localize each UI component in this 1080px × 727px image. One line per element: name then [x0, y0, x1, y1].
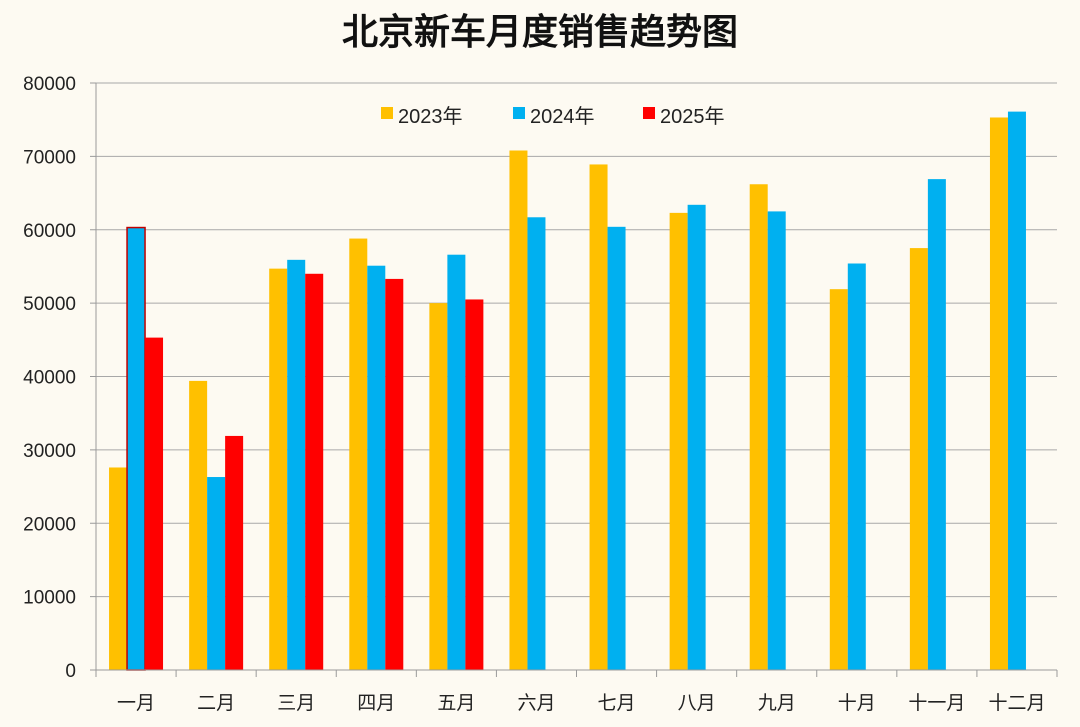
legend: 2023年 2024年 2025年 [381, 105, 725, 128]
bar [1007, 111, 1026, 670]
bar [767, 211, 786, 670]
bar [126, 226, 146, 671]
bar [749, 184, 768, 670]
x-tick-label: 八月 [678, 692, 716, 714]
x-tick-label: 三月 [277, 692, 315, 714]
x-tick-label: 五月 [437, 692, 475, 714]
bar [189, 380, 208, 670]
legend-label: 2024年 [530, 105, 595, 128]
bars [109, 111, 1026, 671]
y-tick-label: 50000 [23, 294, 76, 315]
bar [429, 303, 448, 670]
y-tick-label: 60000 [23, 221, 76, 242]
x-tick-label: 十一月 [908, 692, 965, 714]
bar [989, 117, 1008, 670]
bar [687, 204, 706, 671]
x-tick-label: 二月 [197, 692, 235, 714]
bar [847, 263, 866, 670]
bar [909, 248, 928, 670]
bar [607, 226, 626, 670]
x-tick-label: 十月 [838, 692, 876, 714]
bar [829, 289, 848, 670]
legend-label: 2023年 [398, 105, 463, 128]
y-tick-label: 70000 [23, 147, 76, 168]
bar [509, 150, 528, 670]
x-tick-label: 一月 [117, 692, 155, 714]
x-axis: 一月 二月 三月 四月 五月 六月 七月 八月 九月 十月 十一月 十二月 [95, 669, 1058, 714]
chart-title: 北京新车月度销售趋势图 [342, 11, 738, 53]
x-tick-label: 九月 [758, 692, 796, 714]
bar [305, 273, 324, 670]
bar [109, 467, 128, 670]
x-tick-label: 十二月 [988, 692, 1045, 714]
x-tick-label: 六月 [517, 692, 555, 714]
bar [269, 268, 288, 670]
bar [385, 278, 404, 670]
bar [145, 337, 164, 670]
bar [367, 265, 386, 670]
x-tick-label: 四月 [357, 692, 395, 714]
y-tick-label: 20000 [23, 514, 76, 535]
bar [287, 259, 306, 670]
legend-label: 2025年 [660, 105, 725, 128]
bar [927, 179, 946, 670]
x-tick-label: 七月 [598, 692, 636, 714]
y-tick-label: 40000 [23, 368, 76, 389]
legend-swatch [381, 107, 393, 119]
bar [225, 435, 244, 670]
bar [465, 299, 484, 670]
bar [669, 212, 688, 670]
bar [207, 477, 226, 670]
y-tick-label: 0 [65, 661, 76, 682]
y-tick-label: 80000 [23, 74, 76, 95]
y-axis: 0 10000 20000 30000 40000 50000 60000 70000 8000… [23, 74, 97, 682]
y-tick-label: 30000 [23, 441, 76, 462]
bar [349, 238, 368, 670]
bar [447, 254, 466, 670]
legend-swatch [643, 107, 655, 119]
gridlines [96, 82, 1057, 671]
legend-swatch [513, 107, 525, 119]
bar [589, 164, 608, 671]
y-tick-label: 10000 [23, 588, 76, 609]
bar [527, 217, 546, 670]
